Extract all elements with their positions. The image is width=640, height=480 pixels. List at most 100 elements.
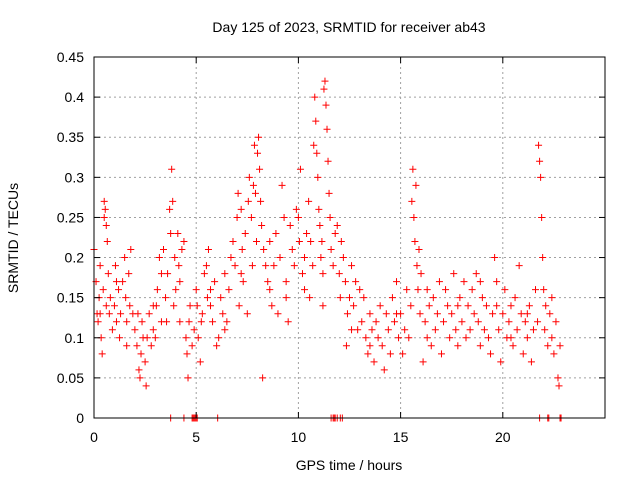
y-tick-label: 0 <box>76 410 84 426</box>
data-point <box>472 270 480 278</box>
data-point <box>243 310 251 318</box>
data-point <box>96 310 104 318</box>
data-point <box>184 374 192 382</box>
data-point <box>546 310 554 318</box>
data-point <box>102 302 110 310</box>
data-point <box>134 310 142 318</box>
data-point <box>319 270 327 278</box>
data-point <box>198 310 206 318</box>
y-tick-label: 0.05 <box>57 370 84 386</box>
data-point <box>301 286 309 294</box>
data-point <box>126 302 134 310</box>
data-point <box>536 157 544 165</box>
data-point <box>235 302 243 310</box>
data-point <box>170 302 178 310</box>
data-point <box>407 302 415 310</box>
data-point <box>342 342 350 350</box>
data-point <box>316 221 324 229</box>
data-point <box>147 342 155 350</box>
data-point <box>405 334 413 342</box>
data-point <box>314 173 322 181</box>
data-point <box>431 326 439 334</box>
data-point <box>493 302 501 310</box>
data-point <box>535 141 543 149</box>
data-point <box>458 318 466 326</box>
data-point <box>427 342 435 350</box>
data-point <box>190 326 198 334</box>
data-point <box>416 310 424 318</box>
data-point <box>175 262 183 270</box>
data-point <box>380 366 388 374</box>
data-point <box>339 254 347 262</box>
data-point <box>317 254 325 262</box>
y-tick-label: 0.25 <box>57 209 84 225</box>
data-point <box>505 318 513 326</box>
data-point <box>480 326 488 334</box>
data-point <box>348 262 356 270</box>
data-point <box>207 302 215 310</box>
data-point <box>264 278 272 286</box>
data-point <box>433 310 441 318</box>
x-axis-label: GPS time / hours <box>296 457 403 473</box>
data-point <box>164 270 172 278</box>
data-point <box>401 326 409 334</box>
data-point <box>219 310 227 318</box>
data-point <box>452 326 460 334</box>
data-point <box>202 262 210 270</box>
data-point <box>100 197 108 205</box>
data-point <box>548 294 556 302</box>
data-point <box>320 85 328 93</box>
data-point <box>318 238 326 246</box>
data-point <box>167 229 175 237</box>
data-point <box>521 318 529 326</box>
data-point <box>296 165 304 173</box>
data-point <box>550 350 558 358</box>
data-point <box>529 326 537 334</box>
data-point <box>239 278 247 286</box>
data-point <box>495 326 503 334</box>
data-point <box>322 101 330 109</box>
data-point <box>194 334 202 342</box>
data-point <box>346 294 353 302</box>
data-point <box>247 213 255 221</box>
data-point <box>532 286 540 294</box>
data-point <box>274 310 282 318</box>
data-point <box>122 294 130 302</box>
data-point <box>282 294 290 302</box>
data-point <box>358 318 366 326</box>
data-point <box>99 286 107 294</box>
data-point <box>343 310 351 318</box>
data-point <box>421 318 429 326</box>
axis-ticks: 0 0.05 0.1 0.15 0.2 0.25 0.3 0.35 0.4 0.45 0 5 10 15 2… <box>57 49 605 445</box>
data-point <box>337 238 345 246</box>
data-point <box>183 350 191 358</box>
data-point <box>354 326 362 334</box>
data-point <box>527 358 535 366</box>
data-point <box>386 350 394 358</box>
data-point <box>408 197 416 205</box>
data-point <box>123 318 131 326</box>
data-point <box>112 318 120 326</box>
data-point <box>105 310 113 318</box>
data-point <box>94 318 102 326</box>
data-point <box>462 334 470 342</box>
data-point <box>466 326 474 334</box>
data-point <box>171 254 179 262</box>
data-point <box>290 262 298 270</box>
x-tick-label: 15 <box>393 429 409 445</box>
data-point <box>384 326 392 334</box>
y-tick-label: 0.4 <box>65 89 85 105</box>
data-point <box>221 270 229 278</box>
data-point <box>450 270 458 278</box>
data-point <box>519 350 527 358</box>
chart-title: Day 125 of 2023, SRMTID for receiver ab4… <box>212 19 485 35</box>
data-point <box>366 342 374 350</box>
data-point <box>417 270 425 278</box>
data-point <box>393 278 401 286</box>
data-point <box>370 358 378 366</box>
data-point <box>478 294 486 302</box>
data-point <box>153 286 161 294</box>
data-point <box>121 254 129 262</box>
data-point <box>215 334 223 342</box>
y-tick-label: 0.35 <box>57 129 84 145</box>
